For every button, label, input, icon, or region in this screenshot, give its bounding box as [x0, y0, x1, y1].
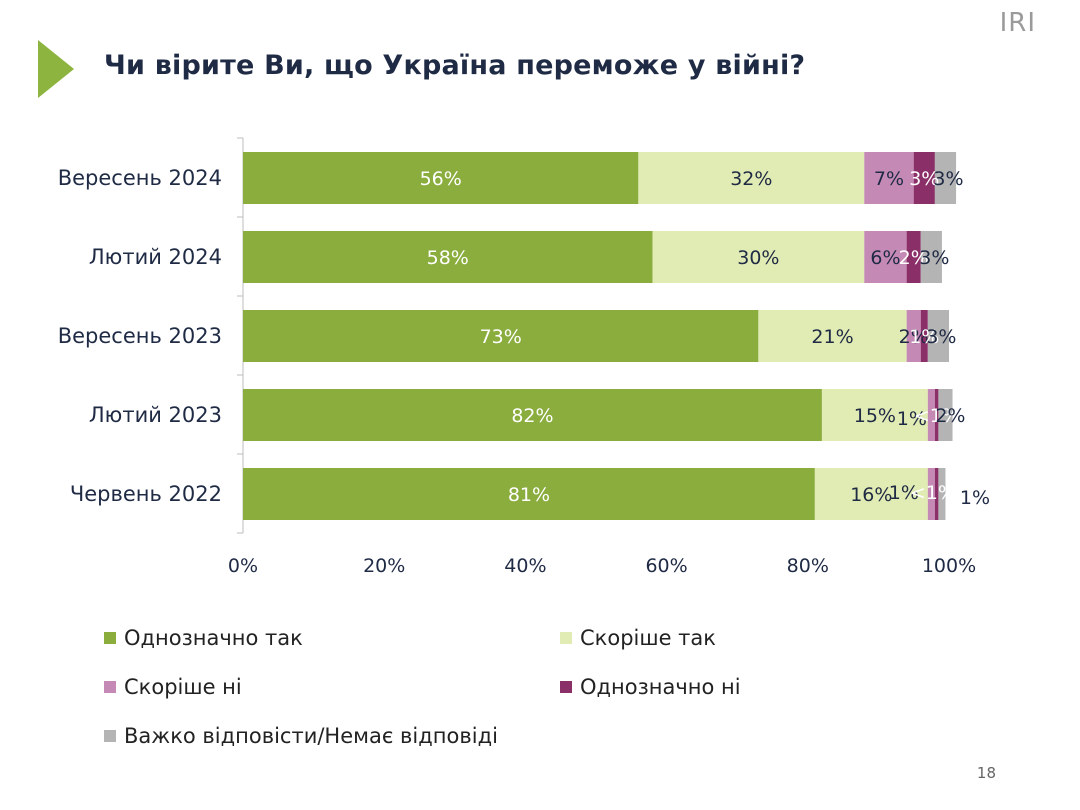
bar-segment — [913, 152, 935, 204]
x-tick-label: 80% — [787, 555, 829, 577]
bar-segment — [927, 468, 935, 520]
category-label: Лютий 2024 — [89, 245, 222, 269]
brand-logo: IRI — [999, 8, 1036, 38]
bar-segment — [934, 468, 939, 520]
data-label: 81% — [508, 484, 550, 506]
bar-segment — [243, 231, 653, 283]
data-label: 7% — [874, 168, 904, 190]
data-label: 58% — [427, 247, 469, 269]
bar-segment — [638, 152, 865, 204]
bar-segment — [938, 468, 946, 520]
data-label: 2% — [899, 247, 929, 269]
bar-segment — [906, 310, 921, 362]
data-label: 1% — [909, 326, 939, 348]
data-label: 3% — [909, 168, 939, 190]
bar-segment — [814, 468, 928, 520]
category-label: Вересень 2023 — [58, 324, 222, 348]
bar-segment — [934, 152, 957, 204]
x-tick-label: 60% — [645, 555, 687, 577]
bar-segment — [821, 389, 928, 441]
data-label: 1% — [889, 482, 919, 504]
bar-segment — [938, 389, 953, 441]
page-number: 18 — [976, 764, 996, 782]
data-label: 82% — [511, 405, 553, 427]
data-label: 21% — [811, 326, 853, 348]
triangle-arrow-icon — [38, 40, 74, 98]
x-tick-label: 100% — [922, 555, 976, 577]
category-label: Лютий 2023 — [89, 403, 222, 427]
bar-segment — [243, 389, 822, 441]
data-label: 15% — [854, 405, 896, 427]
x-tick-label: 20% — [363, 555, 405, 577]
bar-segment — [864, 231, 907, 283]
data-label: 6% — [870, 247, 900, 269]
data-label: 73% — [480, 326, 522, 348]
bar-segment — [920, 310, 928, 362]
bar-segment — [906, 231, 921, 283]
data-label: 32% — [730, 168, 772, 190]
data-label: 56% — [420, 168, 462, 190]
bar-segment — [243, 152, 639, 204]
category-label: Червень 2022 — [70, 482, 222, 506]
category-label: Вересень 2024 — [58, 166, 222, 190]
data-label: 2% — [899, 326, 929, 348]
bar-segment — [927, 310, 949, 362]
bar-segment — [927, 389, 935, 441]
data-label: 2% — [935, 405, 965, 427]
bar-segment — [243, 310, 759, 362]
data-label: 30% — [737, 247, 779, 269]
data-label: 3% — [926, 326, 956, 348]
data-label: 3% — [933, 168, 963, 190]
bar-segment — [864, 152, 914, 204]
bar-segment — [934, 389, 939, 441]
data-label: <1% — [914, 405, 960, 427]
bar-segment — [652, 231, 865, 283]
data-label: 1% — [897, 408, 927, 430]
data-label: 16% — [850, 484, 892, 506]
data-label: 3% — [919, 247, 949, 269]
x-tick-label: 0% — [228, 555, 258, 577]
x-tick-label: 40% — [504, 555, 546, 577]
data-label: 1% — [960, 487, 990, 509]
bar-segment — [758, 310, 907, 362]
bar-segment — [243, 468, 815, 520]
data-label: <1% — [910, 482, 956, 504]
bar-segment — [920, 231, 942, 283]
page-title: Чи вірите Ви, що Україна переможе у війн… — [104, 50, 806, 81]
